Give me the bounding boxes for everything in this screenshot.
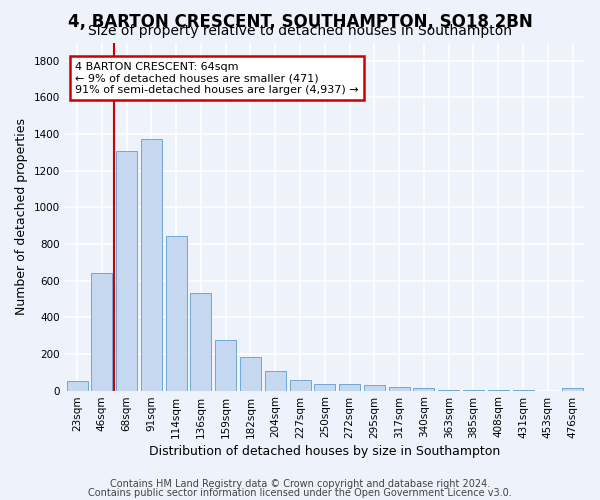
Bar (339, 384, 360, 390)
Bar (91, 274, 112, 390)
Text: Contains HM Land Registry data © Crown copyright and database right 2024.: Contains HM Land Registry data © Crown c… (110, 479, 490, 489)
Bar (141, 138, 162, 390)
Bar (364, 385, 385, 390)
Text: 4 BARTON CRESCENT: 64sqm
← 9% of detached houses are smaller (471)
91% of semi-d: 4 BARTON CRESCENT: 64sqm ← 9% of detache… (75, 62, 359, 95)
Bar (389, 387, 410, 390)
Text: 4, BARTON CRESCENT, SOUTHAMPTON, SO18 2BN: 4, BARTON CRESCENT, SOUTHAMPTON, SO18 2B… (68, 12, 532, 30)
Bar (215, 340, 236, 390)
Text: Contains public sector information licensed under the Open Government Licence v3: Contains public sector information licen… (88, 488, 512, 498)
Bar (190, 294, 211, 390)
Bar (116, 150, 137, 390)
Bar (67, 382, 88, 390)
Bar (290, 380, 311, 390)
X-axis label: Distribution of detached houses by size in Southampton: Distribution of detached houses by size … (149, 444, 500, 458)
Bar (240, 356, 261, 390)
Bar (166, 236, 187, 390)
Bar (265, 372, 286, 390)
Text: Size of property relative to detached houses in Southampton: Size of property relative to detached ho… (88, 24, 512, 38)
Bar (413, 388, 434, 390)
Bar (562, 388, 583, 390)
Bar (314, 384, 335, 390)
Y-axis label: Number of detached properties: Number of detached properties (15, 118, 28, 315)
